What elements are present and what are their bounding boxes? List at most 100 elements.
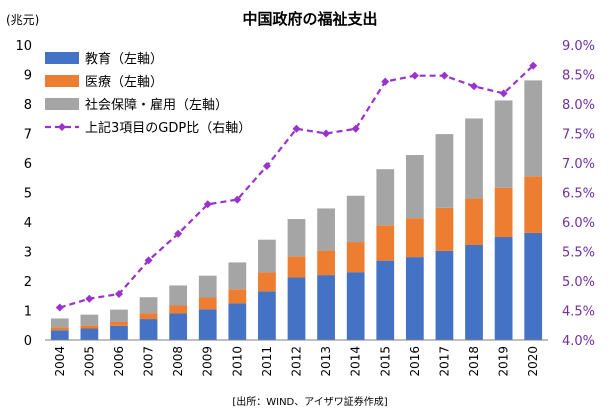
- bar-segment-1-2009: [198, 297, 217, 310]
- bar-segment-0-2010: [228, 303, 247, 340]
- gdp-ratio-line-layer: [55, 61, 538, 312]
- bar-segment-0-2011: [258, 291, 276, 340]
- legend-swatch-1: [45, 75, 79, 87]
- x-tick-label-2007: 2007: [142, 346, 156, 377]
- gdp-ratio-line: [59, 64, 534, 309]
- left-tick-label-2: 2: [24, 275, 32, 290]
- x-tick-label-2018: 2018: [467, 346, 481, 377]
- bar-segment-2-2017: [435, 134, 454, 208]
- bar-segment-2-2007: [139, 297, 158, 314]
- right-tick-label-9.0%: 9.0%: [562, 39, 595, 54]
- left-tick-label-1: 1: [24, 305, 32, 320]
- axes-layer: 0 1 2 3 4 5 6 7 8 9 10 4.0% 4.5% 5.0% 5.5% 6.0% 6.5% 7.0%…: [15, 39, 595, 377]
- bar-segment-1-2010: [228, 289, 247, 304]
- right-tick-label-7.0%: 7.0%: [562, 157, 595, 172]
- bar-segment-1-2006: [110, 322, 128, 326]
- x-tick-label-2006: 2006: [112, 346, 126, 377]
- x-tick-label-2015: 2015: [378, 346, 392, 377]
- left-tick-label-9: 9: [24, 69, 32, 84]
- legend: 教育（左軸） 医療（左軸） 社会保障・雇用（左軸） 上記3項目のGDP比（右軸）: [45, 51, 251, 136]
- gdp-ratio-marker-2009: [203, 200, 212, 209]
- bar-segment-0-2015: [376, 260, 395, 340]
- gdp-ratio-marker-2004: [55, 303, 64, 312]
- gdp-ratio-marker-2017: [440, 71, 449, 80]
- x-tick-label-2009: 2009: [201, 346, 215, 377]
- legend-label-2: 社会保障・雇用（左軸）: [85, 97, 228, 113]
- bar-segment-1-2005: [80, 325, 99, 329]
- gdp-ratio-marker-2014: [351, 124, 360, 133]
- bar-segment-1-2016: [405, 218, 424, 258]
- bar-segment-0-2016: [405, 257, 424, 340]
- x-tick-label-2004: 2004: [53, 346, 67, 377]
- bar-segment-2-2004: [50, 318, 69, 328]
- bar-segment-0-2017: [435, 250, 454, 340]
- gdp-ratio-marker-2020: [529, 61, 538, 70]
- bar-segment-1-2018: [465, 198, 483, 246]
- bar-segment-1-2011: [258, 272, 276, 292]
- x-tick-label-2019: 2019: [497, 346, 511, 377]
- legend-label-1: 医療（左軸）: [85, 75, 163, 90]
- x-tick-label-2013: 2013: [319, 346, 333, 377]
- bar-segment-1-2017: [435, 207, 454, 251]
- gdp-ratio-marker-2006: [114, 289, 123, 298]
- bar-segment-2-2013: [317, 208, 335, 251]
- bar-segment-1-2019: [494, 187, 513, 238]
- bar-segment-2-2012: [287, 219, 306, 257]
- bar-segment-0-2019: [494, 237, 513, 340]
- legend-swatch-2: [45, 98, 79, 110]
- bar-segment-0-2018: [465, 245, 483, 340]
- bar-segment-1-2020: [524, 176, 543, 233]
- right-tick-label-4.5%: 4.5%: [562, 305, 595, 320]
- bar-segment-0-2006: [110, 325, 128, 340]
- bar-layer: [50, 80, 543, 340]
- bar-segment-1-2008: [169, 305, 188, 314]
- x-tick-label-2016: 2016: [408, 346, 422, 377]
- gdp-ratio-marker-2016: [410, 71, 419, 80]
- gdp-ratio-marker-2011: [262, 161, 271, 170]
- left-tick-label-0: 0: [24, 334, 32, 349]
- gdp-ratio-marker-2013: [322, 129, 331, 138]
- bar-segment-0-2013: [317, 275, 335, 340]
- bar-segment-2-2014: [346, 195, 365, 243]
- chart-title: 中国政府の福祉支出: [242, 10, 377, 28]
- left-tick-label-3: 3: [24, 246, 32, 261]
- bar-segment-0-2004: [50, 330, 69, 340]
- bar-segment-2-2016: [405, 155, 424, 219]
- gdp-ratio-marker-2015: [381, 77, 390, 86]
- bar-segment-2-2009: [198, 275, 217, 298]
- x-tick-label-2008: 2008: [171, 346, 185, 377]
- bar-segment-1-2015: [376, 225, 395, 261]
- legend-swatch-0: [45, 52, 79, 64]
- bar-segment-0-2014: [346, 272, 365, 340]
- right-tick-label-8.0%: 8.0%: [562, 98, 595, 113]
- right-tick-label-6.0%: 6.0%: [562, 216, 595, 231]
- left-tick-label-4: 4: [24, 216, 32, 231]
- bar-segment-2-2020: [524, 80, 543, 177]
- bar-segment-2-2006: [110, 309, 128, 323]
- bar-segment-0-2007: [139, 319, 158, 340]
- legend-swatch-marker: [58, 123, 66, 131]
- x-tick-label-2014: 2014: [349, 346, 363, 377]
- right-tick-label-4.0%: 4.0%: [562, 334, 595, 349]
- gdp-ratio-marker-2018: [470, 82, 479, 91]
- bar-segment-1-2014: [346, 242, 365, 273]
- right-tick-label-5.5%: 5.5%: [562, 246, 595, 261]
- right-tick-label-5.0%: 5.0%: [562, 275, 595, 290]
- gdp-ratio-marker-2010: [233, 195, 242, 204]
- source-note: [出所：WIND、アイザワ証券作成]: [232, 395, 387, 408]
- bar-segment-2-2018: [465, 118, 483, 199]
- x-tick-label-2011: 2011: [260, 346, 274, 377]
- bar-segment-2-2010: [228, 262, 247, 290]
- left-tick-label-10: 10: [15, 39, 32, 54]
- right-tick-label-7.5%: 7.5%: [562, 128, 595, 143]
- left-tick-label-7: 7: [24, 128, 32, 143]
- left-tick-label-5: 5: [24, 187, 32, 202]
- bar-segment-1-2004: [50, 327, 69, 331]
- gdp-ratio-marker-2008: [174, 229, 183, 238]
- bar-segment-2-2008: [169, 285, 188, 306]
- x-tick-label-2020: 2020: [526, 346, 540, 377]
- legend-label-3: 上記3項目のGDP比（右軸）: [85, 120, 251, 136]
- bar-segment-1-2013: [317, 250, 335, 276]
- x-tick-label-2017: 2017: [437, 346, 451, 377]
